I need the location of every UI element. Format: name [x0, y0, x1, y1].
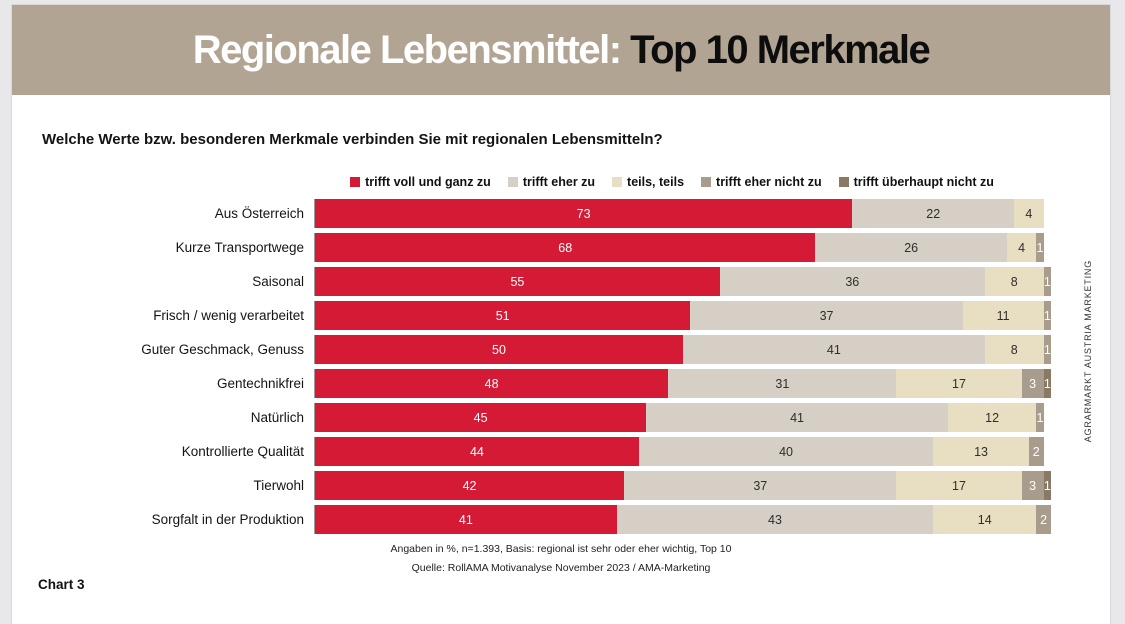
bar-segment: 50 [315, 335, 683, 364]
bar-segment: 1 [1043, 335, 1051, 364]
category-label: Sorgfalt in der Produktion [151, 512, 304, 527]
table-row: Gentechnikfrei 48 31 17 3 1 [48, 369, 1110, 398]
bar-segment: 22 [852, 199, 1015, 228]
title-band: Regionale Lebensmittel: Top 10 Merkmale [12, 5, 1110, 95]
bar-segment: 41 [646, 403, 948, 432]
bar-segment: 3 [1021, 471, 1044, 500]
bar-segment: 11 [962, 301, 1044, 330]
bar-segment: 1 [1043, 369, 1051, 398]
legend-item-label: teils, teils [627, 175, 685, 189]
bar-segment: 31 [668, 369, 897, 398]
table-row: Saisonal 55 36 8 1 [48, 267, 1110, 296]
stacked-bar: 42 37 17 3 1 [314, 471, 1051, 500]
page-title: Regionale Lebensmittel: Top 10 Merkmale [192, 27, 931, 73]
bar-segment: 26 [815, 233, 1007, 262]
bar-segment: 48 [315, 369, 669, 398]
legend-item-label: trifft voll und ganz zu [365, 175, 491, 189]
table-row: Sorgfalt in der Produktion 41 43 14 2 [48, 505, 1110, 534]
bar-segment: 43 [616, 505, 934, 534]
page-title-regional: Regionale Lebensmittel: [192, 27, 631, 72]
table-row: Guter Geschmack, Genuss 50 41 8 1 [48, 335, 1110, 364]
bar-segment: 4 [1006, 233, 1037, 262]
legend-item-label: trifft eher nicht zu [716, 175, 822, 189]
bar-segment: 17 [896, 369, 1022, 398]
legend-item: trifft eher zu [507, 175, 596, 189]
stacked-bar: 48 31 17 3 1 [314, 369, 1051, 398]
legend-item-label: trifft überhaupt nicht zu [853, 175, 994, 189]
stacked-bar: 44 40 13 2 [314, 437, 1051, 466]
legend-marker-swatch-icon [350, 177, 361, 187]
stacked-bar: 45 41 12 1 [314, 403, 1051, 432]
legend-item-label: trifft eher zu [522, 175, 596, 189]
bar-segment: 1 [1043, 301, 1051, 330]
legend-marker-swatch-icon [701, 177, 712, 187]
category-label: Aus Österreich [214, 206, 304, 221]
bar-segment: 41 [683, 335, 985, 364]
legend-item: trifft überhaupt nicht zu [838, 175, 994, 189]
chart-number-label: Chart 3 [38, 577, 85, 592]
category-label: Kurze Transportwege [175, 240, 304, 255]
bar-segment: 3 [1021, 369, 1044, 398]
bar-segment: 68 [315, 233, 816, 262]
bar-segment: 2 [1036, 505, 1051, 534]
category-label: Saisonal [252, 274, 304, 289]
category-label: Frisch / wenig verarbeitet [153, 308, 304, 323]
stacked-bar: 50 41 8 1 [314, 335, 1051, 364]
table-row: Natürlich 45 41 12 1 [48, 403, 1110, 432]
table-row: Kurze Transportwege 68 26 4 1 [48, 233, 1110, 262]
category-label: Kontrollierte Qualität [181, 444, 304, 459]
bar-segment: 55 [315, 267, 720, 296]
bar-segment: 4 [1014, 199, 1044, 228]
stacked-bar: 51 37 11 1 [314, 301, 1051, 330]
category-label: Tierwohl [253, 478, 304, 493]
bar-segment: 14 [933, 505, 1037, 534]
bar-segment: 8 [984, 267, 1044, 296]
legend-marker-swatch-icon [507, 177, 518, 187]
chart-rows: Aus Österreich 73 22 4 Kurze Transportwege 68… [48, 199, 1110, 534]
legend-marker-swatch-icon [838, 177, 849, 187]
slide: Regionale Lebensmittel: Top 10 Merkmale … [11, 4, 1111, 624]
stacked-bar: 68 26 4 1 [314, 233, 1051, 262]
table-row: Aus Österreich 73 22 4 [48, 199, 1110, 228]
bar-segment: 73 [315, 199, 853, 228]
bar-segment: 42 [315, 471, 625, 500]
category-label: Natürlich [250, 410, 304, 425]
bar-segment: 45 [315, 403, 647, 432]
chart-source: Quelle: RollAMA Motivanalyse November 20… [411, 562, 711, 574]
bar-segment: 1 [1043, 471, 1051, 500]
stacked-bar: 55 36 8 1 [314, 267, 1051, 296]
legend-marker-swatch-icon [612, 177, 623, 187]
bar-segment: 40 [638, 437, 934, 466]
legend-item: trifft eher nicht zu [701, 175, 822, 189]
table-row: Frisch / wenig verarbeitet 51 37 11 1 [48, 301, 1110, 330]
bar-segment: 17 [896, 471, 1022, 500]
page-title-top10: Top 10 Merkmale [630, 27, 931, 72]
stacked-bar: 41 43 14 2 [314, 505, 1051, 534]
bar-segment: 1 [1036, 233, 1044, 262]
bar-segment: 41 [315, 505, 617, 534]
bar-segment: 2 [1028, 437, 1044, 466]
bar-segment: 37 [690, 301, 963, 330]
stacked-bar: 73 22 4 [314, 199, 1051, 228]
category-label: Gentechnikfrei [216, 376, 304, 391]
legend: trifft voll und ganz zu trifft eher zu tei… [292, 175, 1052, 189]
bar-segment: 8 [984, 335, 1044, 364]
bar-segment: 12 [947, 403, 1037, 432]
bar-segment: 1 [1043, 267, 1051, 296]
chart-footnote: Angaben in %, n=1.393, Basis: regional i… [390, 543, 732, 555]
table-row: Kontrollierte Qualität 44 40 13 2 [48, 437, 1110, 466]
branding-vertical-text: AGRARMARKT AUSTRIA MARKETING [1083, 260, 1093, 443]
bar-segment: 44 [315, 437, 639, 466]
category-label: Guter Geschmack, Genuss [141, 342, 304, 357]
survey-question: Welche Werte bzw. besonderen Merkmale ve… [42, 131, 663, 148]
bar-segment: 1 [1036, 403, 1044, 432]
bar-segment: 51 [315, 301, 691, 330]
bar-segment: 36 [719, 267, 985, 296]
bar-segment: 37 [624, 471, 897, 500]
bar-segment: 13 [933, 437, 1029, 466]
legend-item: trifft voll und ganz zu [350, 175, 491, 189]
legend-item: teils, teils [612, 175, 684, 189]
table-row: Tierwohl 42 37 17 3 1 [48, 471, 1110, 500]
